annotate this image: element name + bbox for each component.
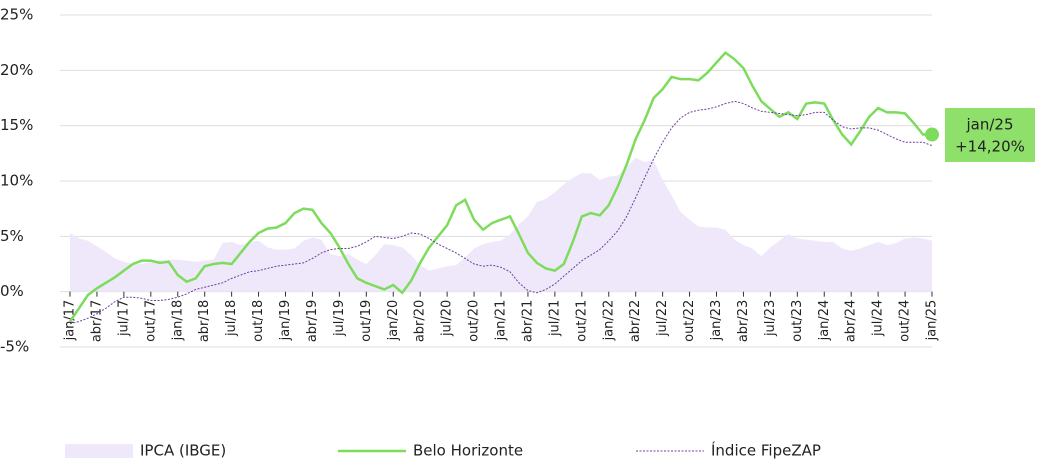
x-tick-label: jan/23	[709, 300, 724, 342]
x-tick-label: jul/18	[224, 300, 239, 337]
x-tick-label: abr/24	[844, 300, 859, 343]
x-tick-label: out/17	[143, 300, 158, 342]
x-tick-label: out/20	[467, 300, 482, 342]
line	[69, 100, 933, 325]
x-tick-label: out/21	[574, 300, 589, 342]
y-tick-label: 20%	[0, 61, 33, 79]
y-tick-label: 5%	[0, 227, 24, 245]
x-tick-label: out/23	[790, 300, 805, 342]
annotation-date: jan/25	[965, 116, 1013, 134]
x-tick-label: jul/23	[763, 300, 778, 337]
x-tick-label: jul/20	[440, 300, 455, 337]
x-tick-label: abr/17	[89, 300, 104, 343]
x-tick-label: jul/17	[116, 300, 131, 337]
x-tick-label: jul/24	[871, 300, 886, 337]
x-tick-label: abr/23	[736, 300, 751, 343]
x-tick-label: abr/22	[628, 300, 643, 343]
legend-label: IPCA (IBGE)	[140, 442, 226, 460]
x-tick-label: out/19	[359, 300, 374, 342]
x-tick-label: abr/19	[305, 300, 320, 343]
x-tick-label: jan/18	[170, 300, 185, 342]
x-tick-label: jan/24	[817, 300, 832, 342]
y-tick-label: 25%	[0, 6, 33, 24]
x-tick-label: jan/21	[494, 300, 509, 342]
y-tick-label: 15%	[0, 116, 33, 134]
x-tick-label: jan/19	[278, 300, 293, 342]
x-tick-label: out/24	[898, 300, 913, 342]
x-tick-label: jan/22	[601, 300, 616, 342]
x-tick-label: abr/18	[197, 300, 212, 343]
x-tick-label: jul/22	[655, 300, 670, 337]
x-tick-label: jul/21	[547, 300, 562, 337]
x-tick-label: out/22	[682, 300, 697, 342]
x-tick-label: jan/20	[386, 300, 401, 342]
legend-label: Belo Horizonte	[413, 442, 523, 460]
x-tick-label: out/18	[251, 300, 266, 342]
y-tick-label: -5%	[0, 338, 29, 356]
x-tick-label: jan/25	[925, 300, 940, 342]
legend-swatch	[65, 444, 133, 458]
annotation-box	[945, 108, 1035, 162]
x-tick-label: abr/20	[413, 300, 428, 343]
legend-label: Índice FipeZAP	[711, 441, 821, 460]
line	[68, 50, 932, 323]
y-tick-label: 10%	[0, 172, 33, 190]
x-tick-label: abr/21	[520, 300, 535, 343]
y-tick-label: 0%	[0, 282, 24, 300]
end-point	[925, 127, 939, 142]
annotation-value: +14,20%	[955, 138, 1025, 156]
x-tick-label: jul/19	[332, 300, 347, 337]
area	[70, 157, 932, 292]
